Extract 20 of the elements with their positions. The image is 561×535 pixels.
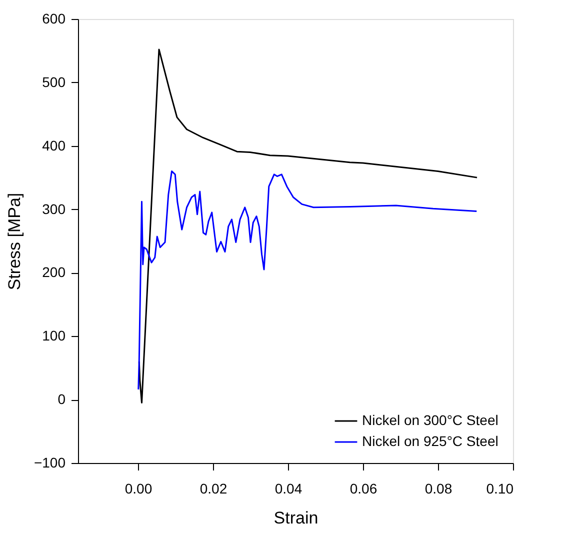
y-tick-label: 0 — [58, 391, 66, 408]
x-tick-label: 0.00 — [124, 480, 152, 496]
x-tick-label: 0.04 — [274, 480, 302, 496]
y-tick-label: 400 — [42, 137, 66, 154]
y-tick-label: 500 — [42, 74, 66, 90]
y-tick-label: 200 — [42, 264, 66, 280]
y-tick-label: −100 — [34, 454, 66, 470]
x-tick-label: 0.10 — [486, 480, 514, 496]
x-tick-label: 0.06 — [350, 480, 378, 496]
y-axis-title: Stress [MPa] — [4, 192, 24, 290]
legend-label: Nickel on 300°C Steel — [362, 412, 498, 428]
y-tick-label: 600 — [42, 10, 66, 26]
line-series — [138, 170, 478, 390]
x-axis-title: Strain — [274, 508, 318, 528]
legend-label: Nickel on 925°C Steel — [362, 433, 498, 449]
x-tick-label: 0.08 — [424, 480, 452, 496]
y-tick-label: 300 — [42, 200, 66, 217]
y-tick-label: 100 — [42, 328, 66, 344]
x-tick-label: 0.02 — [200, 480, 228, 496]
line-series — [138, 48, 478, 404]
